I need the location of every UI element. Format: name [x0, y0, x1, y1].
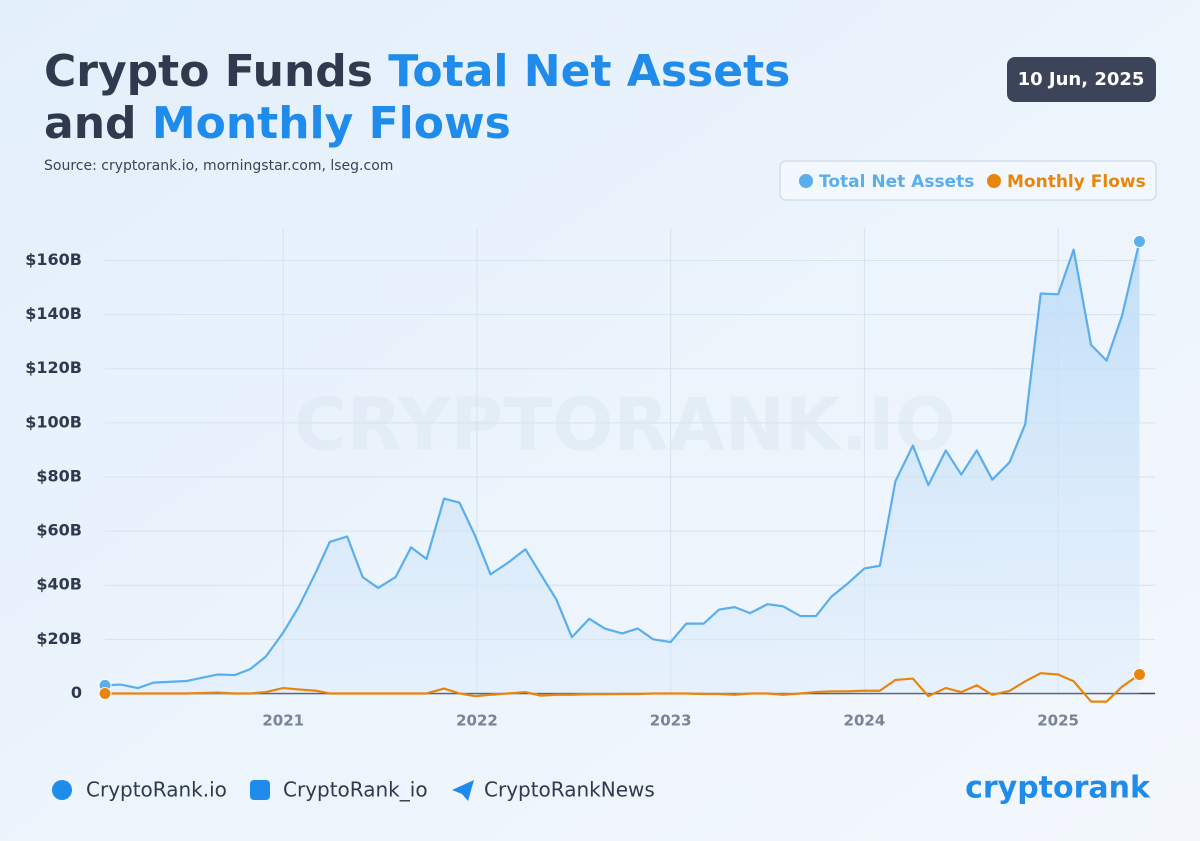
x-tick-label: 2024: [844, 712, 886, 730]
telegram-icon: [452, 780, 474, 801]
date-badge: [1007, 57, 1156, 102]
y-tick-label: $20B: [36, 629, 82, 648]
date: 10 Jun, 2025: [1018, 69, 1145, 90]
title-part: Crypto Funds: [44, 46, 388, 97]
footer-link: CryptoRankNews: [484, 778, 655, 802]
globe-icon: [52, 780, 72, 800]
footer: CryptoRank.io CryptoRank_io CryptoRankNe…: [52, 771, 1151, 806]
legend-label: Monthly Flows: [1007, 172, 1146, 192]
area: [105, 241, 1140, 694]
series-line: [104, 241, 1141, 690]
y-tick-label: $40B: [36, 575, 82, 594]
footer-link: CryptoRank_io: [283, 778, 428, 802]
legend: [779, 160, 1157, 201]
y-tick-label: $120B: [25, 358, 82, 377]
title-part: Monthly Flows: [152, 98, 511, 149]
brand-logo: cryptorank: [965, 771, 1151, 806]
y-tick-label: $80B: [36, 466, 82, 485]
x-icon: [250, 780, 270, 800]
end-point: [1133, 235, 1147, 249]
end-point: [1133, 668, 1147, 682]
x-tick-label: 2025: [1037, 712, 1079, 730]
end-point: [98, 686, 112, 700]
source: Source: cryptorank.io, morningstar.com, …: [44, 158, 393, 174]
watermark: CRYPTORANK.IO: [294, 383, 956, 467]
y-tick-label: $60B: [36, 521, 82, 540]
legend-swatch: [987, 174, 1001, 188]
y-tick-label: $140B: [25, 304, 82, 323]
chart-title: and Monthly Flows: [44, 98, 511, 149]
y-tick-label: 0: [71, 683, 82, 702]
legend-label: Total Net Assets: [819, 172, 974, 192]
footer-link: CryptoRank.io: [86, 778, 227, 802]
legend-swatch: [799, 174, 813, 188]
x-tick-label: 2022: [456, 712, 498, 730]
x-tick-label: 2023: [650, 712, 692, 730]
x-tick-label: 2021: [262, 712, 304, 730]
title-part: and: [44, 98, 152, 149]
y-tick-label: $160B: [25, 250, 82, 269]
y-tick-label: $100B: [25, 412, 82, 431]
chart-title: Crypto Funds Total Net Assets: [44, 46, 790, 97]
title-part: Total Net Assets: [388, 46, 790, 97]
series-line: [105, 672, 1141, 703]
